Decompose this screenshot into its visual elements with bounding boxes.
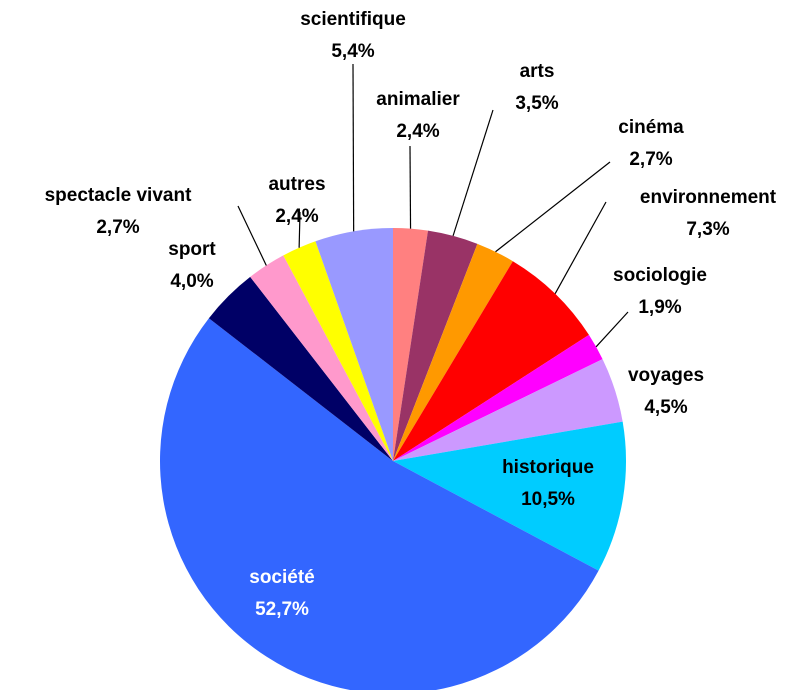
pie-slice <box>393 334 603 461</box>
slice-label: animalier <box>376 89 460 110</box>
leader-line <box>595 311 629 348</box>
slice-value-label: 2,7% <box>96 217 139 238</box>
leader-line <box>352 63 355 232</box>
pie-slice <box>250 255 393 461</box>
pie-slice <box>393 243 513 461</box>
slice-value-label: 2,4% <box>396 121 439 142</box>
pie-slice <box>208 276 393 461</box>
leader-line <box>237 205 267 266</box>
slice-value-label: 1,9% <box>638 297 681 318</box>
slice-value-label: 4,0% <box>170 271 213 292</box>
pie-slice <box>393 230 478 461</box>
pie-slice <box>283 241 393 461</box>
leader-line <box>452 109 494 237</box>
slice-label: société <box>249 567 314 588</box>
slice-label: voyages <box>628 365 704 386</box>
slice-label: scientifique <box>300 9 406 30</box>
slice-label: autres <box>268 174 325 195</box>
slice-label: cinéma <box>618 117 684 138</box>
slice-value-label: 3,5% <box>515 93 558 114</box>
slice-value-label: 2,4% <box>275 206 318 227</box>
slice-label: arts <box>520 61 555 82</box>
slice-label: sociologie <box>613 265 707 286</box>
pie-slice <box>393 421 626 571</box>
leader-line <box>298 211 301 248</box>
slice-value-label: 4,5% <box>644 397 687 418</box>
slice-label: spectacle vivant <box>45 185 192 206</box>
pie-slice <box>393 228 429 461</box>
slice-value-label: 2,7% <box>629 149 672 170</box>
slice-label: environnement <box>640 187 777 208</box>
leader-line <box>495 161 611 253</box>
pie-slice <box>160 318 599 690</box>
pie-slice <box>315 228 393 461</box>
slice-value-label: 5,4% <box>331 41 374 62</box>
slice-value-label: 7,3% <box>686 219 729 240</box>
pie-slice <box>393 261 589 461</box>
pie-slice <box>393 359 623 461</box>
leader-line <box>554 201 607 294</box>
slice-value-label: 52,7% <box>255 599 309 620</box>
slice-label: historique <box>502 457 594 478</box>
slice-label: sport <box>168 239 216 260</box>
leader-line <box>409 145 412 229</box>
slice-value-label: 10,5% <box>521 489 575 510</box>
